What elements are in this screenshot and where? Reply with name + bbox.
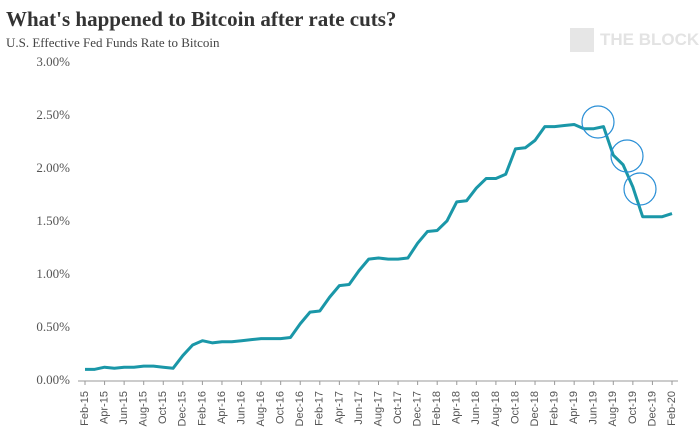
x-tick-label: Feb-15 [79, 391, 91, 426]
x-tick-label: Dec-19 [646, 391, 658, 426]
annotation-circle [610, 139, 644, 173]
x-tick-label: Oct-18 [509, 391, 521, 424]
x-tick-label: Jun-19 [588, 391, 600, 425]
x-tick-label: Jun-17 [353, 391, 365, 425]
data-line [85, 122, 673, 371]
x-tick-label: Apr-15 [98, 391, 110, 424]
x-tick-label: Oct-19 [627, 391, 639, 424]
y-tick-label: 1.50% [36, 213, 70, 228]
plot: 0.00% 0.50% 1.00% 1.50% 2.00% 2.50% 3.00% Feb-1… [36, 54, 678, 426]
x-tick-label: Aug-19 [607, 391, 619, 426]
chart-subtitle: U.S. Effective Fed Funds Rate to Bitcoin [6, 35, 220, 50]
y-tick-label: 1.00% [36, 266, 70, 281]
x-tick-label: Oct-17 [392, 391, 404, 424]
x-tick-label: Feb-18 [431, 391, 443, 426]
annotation-circle [581, 105, 615, 139]
x-tick-label: Apr-18 [451, 391, 463, 424]
watermark-logo [570, 28, 594, 52]
x-tick-label: Oct-15 [157, 391, 169, 424]
x-tick-label: Jun-16 [235, 391, 247, 425]
x-tick-label: Aug-15 [138, 391, 150, 426]
x-tick-label: Dec-17 [412, 391, 424, 426]
x-tick-label: Jun-15 [118, 391, 130, 425]
x-tick-label: Apr-16 [216, 391, 228, 424]
x-tick-label: Aug-18 [490, 391, 502, 426]
y-tick-label: 2.50% [36, 107, 70, 122]
x-tick-label: Oct-16 [275, 391, 287, 424]
x-tick-label: Dec-16 [294, 391, 306, 426]
x-tick-label: Feb-20 [666, 391, 678, 426]
x-tick-label: Dec-18 [529, 391, 541, 426]
y-tick-label: 0.00% [36, 372, 70, 387]
x-tick-label: Jun-18 [470, 391, 482, 425]
x-tick-label: Apr-17 [333, 391, 345, 424]
x-tick-label: Apr-19 [568, 391, 580, 424]
x-tick-label: Feb-19 [549, 391, 561, 426]
chart-title: What's happened to Bitcoin after rate cu… [6, 7, 396, 31]
y-tick-label: 0.50% [36, 319, 70, 334]
x-tick-label: Aug-16 [255, 391, 267, 426]
watermark: THE BLOCK [600, 30, 700, 49]
x-tick-label: Feb-16 [196, 391, 208, 426]
x-tick-label: Dec-15 [177, 391, 189, 426]
x-tick-label: Feb-17 [314, 391, 326, 426]
x-tick-label: Aug-17 [372, 391, 384, 426]
y-tick-label: 3.00% [36, 54, 70, 69]
annotation-circle [623, 172, 657, 206]
y-tick-label: 2.00% [36, 160, 70, 175]
